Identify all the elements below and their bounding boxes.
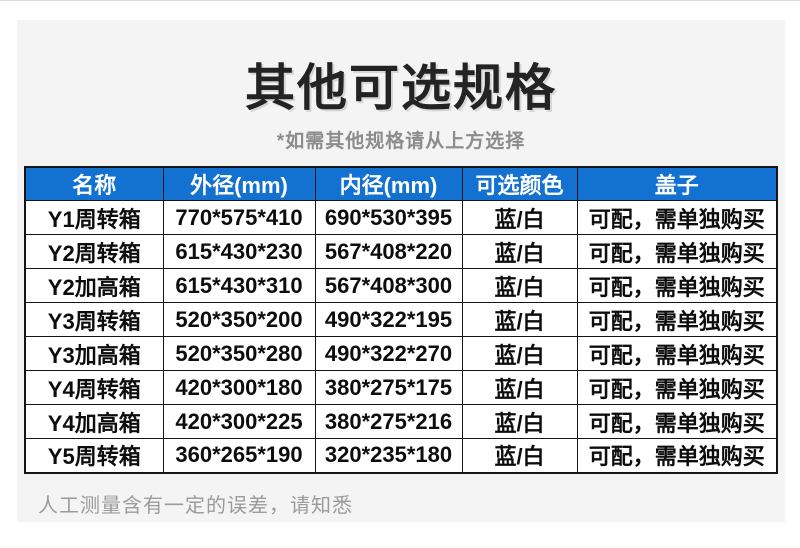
col-header-name: 名称 [24,166,164,201]
cell-inner-dim: 380*275*216 [314,404,463,439]
cell-name: Y3加高箱 [24,336,164,371]
page-title: 其他可选规格 [245,60,557,116]
cell-outer-dim: 615*430*230 [162,234,316,269]
cell-inner-dim: 490*322*195 [314,302,463,337]
cell-color: 蓝/白 [461,404,578,439]
cell-lid: 可配，需单独购买 [576,268,778,303]
cell-name: Y4加高箱 [24,404,164,439]
cell-lid: 可配，需单独购买 [576,336,778,371]
spec-table: 名称 外径(mm) 内径(mm) 可选颜色 盖子 Y1周转箱 770*575*4… [24,166,778,474]
cell-color: 蓝/白 [461,370,578,405]
cell-inner-dim: 490*322*270 [314,336,463,371]
cell-lid: 可配，需单独购买 [576,370,778,405]
cell-color: 蓝/白 [461,336,578,371]
cell-lid: 可配，需单独购买 [576,302,778,337]
cell-outer-dim: 360*265*190 [162,438,316,473]
measurement-disclaimer: 人工测量含有一定的误差，请知悉 [38,494,353,517]
cell-inner-dim: 567*408*300 [314,268,463,303]
table-row: Y2周转箱 615*430*230 567*408*220 蓝/白 可配，需单独… [24,234,778,269]
spec-panel: 其他可选规格 *如需其他规格请从上方选择 名称 外径(mm) 内径(mm) 可选… [17,20,785,522]
table-row: Y1周转箱 770*575*410 690*530*395 蓝/白 可配，需单独… [24,200,778,235]
cell-name: Y2周转箱 [24,234,164,269]
table-row: Y4周转箱 420*300*180 380*275*175 蓝/白 可配，需单独… [24,370,778,405]
cell-color: 蓝/白 [461,438,578,473]
cell-color: 蓝/白 [461,302,578,337]
cell-color: 蓝/白 [461,200,578,235]
cell-color: 蓝/白 [461,268,578,303]
cell-outer-dim: 520*350*280 [162,336,316,371]
page-subtitle: *如需其他规格请从上方选择 [276,131,526,152]
table-header-row: 名称 外径(mm) 内径(mm) 可选颜色 盖子 [24,166,778,201]
cell-lid: 可配，需单独购买 [576,404,778,439]
col-header-outer-dim: 外径(mm) [162,166,316,201]
cell-outer-dim: 615*430*310 [162,268,316,303]
cell-outer-dim: 420*300*225 [162,404,316,439]
cell-lid: 可配，需单独购买 [576,234,778,269]
cell-name: Y3周转箱 [24,302,164,337]
table-row: Y5周转箱 360*265*190 320*235*180 蓝/白 可配，需单独… [24,438,778,473]
cell-inner-dim: 380*275*175 [314,370,463,405]
cell-lid: 可配，需单独购买 [576,200,778,235]
cell-name: Y4周转箱 [24,370,164,405]
col-header-color: 可选颜色 [461,166,578,201]
cell-lid: 可配，需单独购买 [576,438,778,473]
cell-name: Y1周转箱 [24,200,164,235]
table-row: Y3周转箱 520*350*200 490*322*195 蓝/白 可配，需单独… [24,302,778,337]
cell-outer-dim: 770*575*410 [162,200,316,235]
table-row: Y2加高箱 615*430*310 567*408*300 蓝/白 可配，需单独… [24,268,778,303]
table-row: Y3加高箱 520*350*280 490*322*270 蓝/白 可配，需单独… [24,336,778,371]
cell-inner-dim: 320*235*180 [314,438,463,473]
cell-name: Y2加高箱 [24,268,164,303]
cell-color: 蓝/白 [461,234,578,269]
table-row: Y4加高箱 420*300*225 380*275*216 蓝/白 可配，需单独… [24,404,778,439]
cell-outer-dim: 420*300*180 [162,370,316,405]
cell-inner-dim: 690*530*395 [314,200,463,235]
col-header-lid: 盖子 [576,166,778,201]
cell-name: Y5周转箱 [24,438,164,473]
col-header-inner-dim: 内径(mm) [314,166,463,201]
cell-inner-dim: 567*408*220 [314,234,463,269]
cell-outer-dim: 520*350*200 [162,302,316,337]
